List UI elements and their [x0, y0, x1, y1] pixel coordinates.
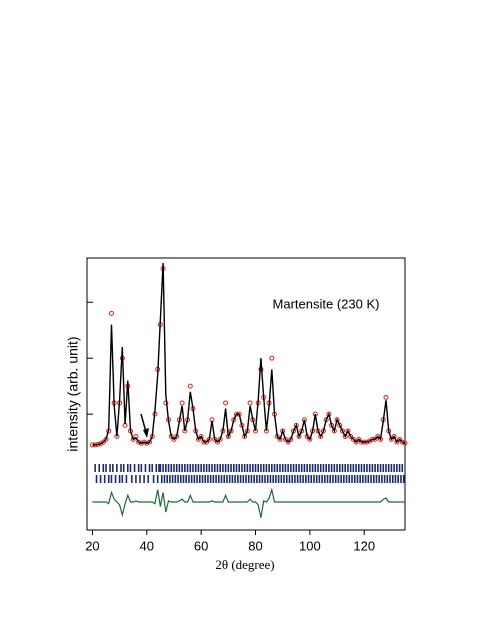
observed-point: [348, 434, 354, 440]
arrow-head: [143, 428, 149, 438]
observed-point: [214, 439, 220, 445]
observed-point: [383, 394, 389, 400]
calculated-curve: [92, 262, 406, 446]
observed-point: [198, 434, 204, 440]
observed-point: [179, 400, 185, 406]
observed-point: [269, 355, 275, 361]
observed-point: [136, 439, 142, 445]
observed-point: [141, 439, 147, 445]
observed-point: [223, 400, 229, 406]
observed-point: [285, 439, 291, 445]
observed-point: [397, 436, 403, 442]
observed-point: [350, 436, 356, 442]
observed-point: [356, 436, 362, 442]
x-tick-label: 100: [299, 538, 321, 553]
observed-point: [247, 400, 253, 406]
observed-point: [402, 440, 408, 446]
observed-point: [399, 439, 405, 445]
y-axis-label: intensity (arb. unit): [65, 336, 81, 451]
x-tick-label: 80: [248, 538, 262, 553]
x-tick-label: 40: [140, 538, 154, 553]
observed-point: [138, 440, 144, 446]
annotation: Martensite (230 K): [273, 296, 380, 311]
observed-point: [187, 383, 193, 389]
plot-frame: [86, 257, 406, 531]
difference-curve: [92, 487, 405, 518]
observed-point: [318, 434, 324, 440]
observed-point: [100, 439, 106, 445]
x-tick-label: 60: [194, 538, 208, 553]
observed-point: [108, 310, 114, 316]
observed-point: [339, 428, 345, 434]
observed-point: [337, 422, 343, 428]
x-tick-label: 120: [353, 538, 375, 553]
arrow-shaft: [140, 413, 147, 433]
arrow: [140, 413, 149, 438]
observed-point: [375, 434, 381, 440]
x-tick-label: 20: [85, 538, 99, 553]
observed-point: [353, 439, 359, 445]
observed-point: [345, 428, 351, 434]
observed-point: [342, 434, 348, 440]
observed-point: [144, 440, 150, 446]
observed-point: [391, 434, 397, 440]
observed-point: [171, 436, 177, 442]
observed-point: [394, 439, 400, 445]
observed-point: [147, 439, 153, 445]
x-axis-label: 2θ (degree): [215, 557, 274, 572]
